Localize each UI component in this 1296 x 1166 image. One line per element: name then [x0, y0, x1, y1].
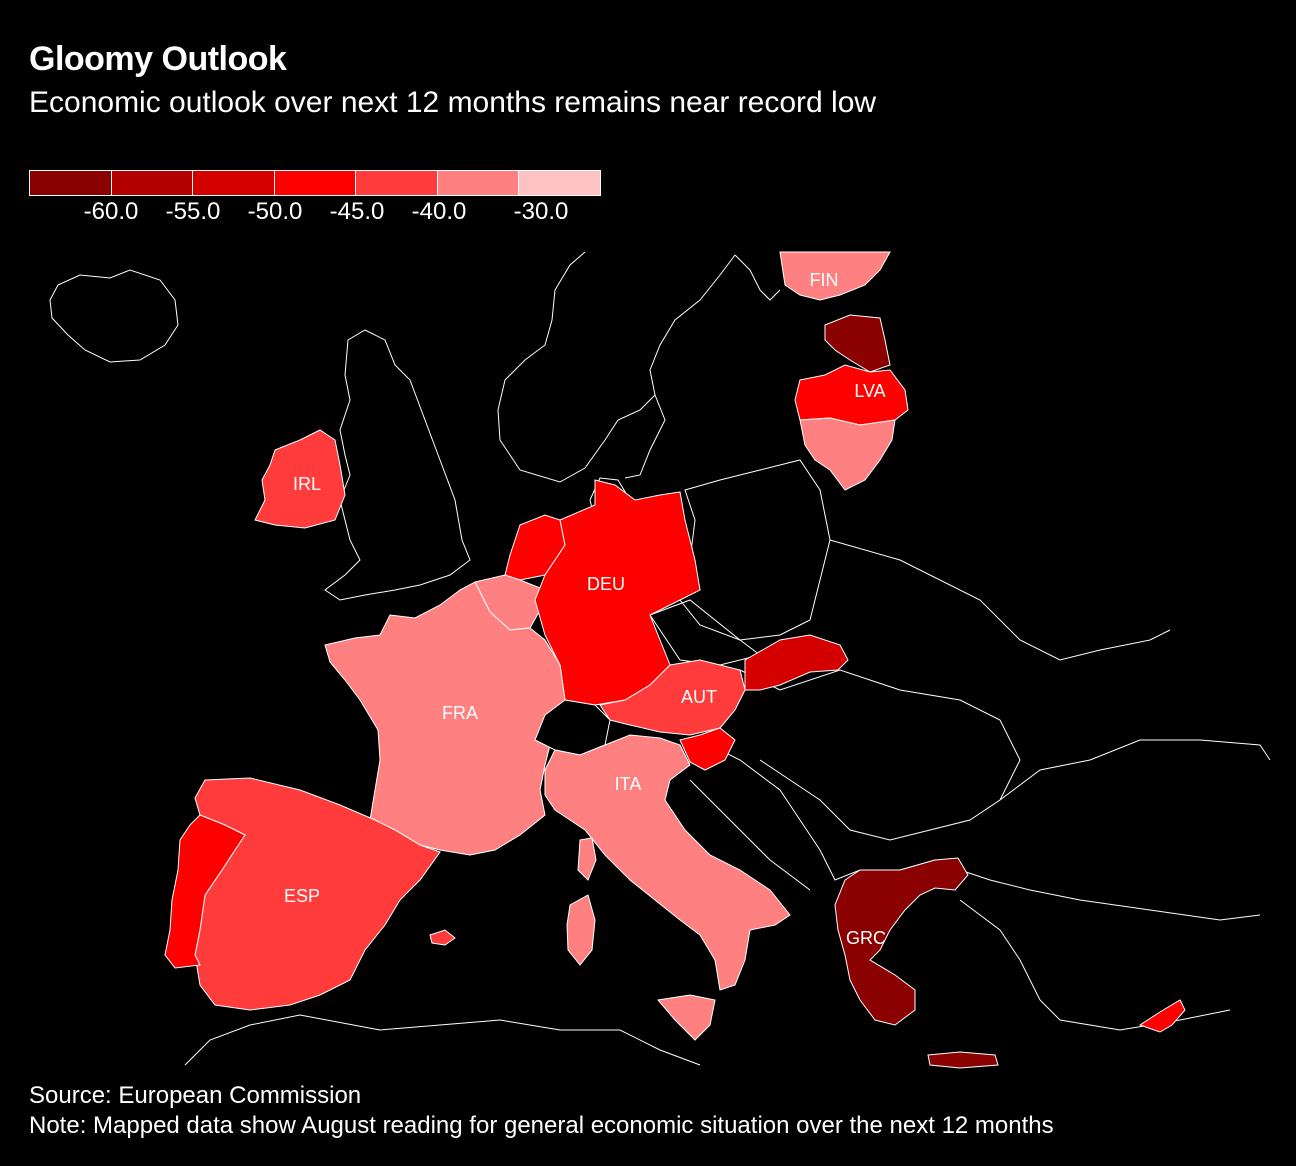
- legend-swatch: [437, 171, 520, 195]
- turkey-outline: [959, 869, 1261, 1031]
- europe-map: FIN LVA IRL DEU FRA AUT ITA ESP GRC: [49, 251, 1271, 1069]
- poland-outline: [679, 459, 831, 641]
- legend-tick-label: -45.0: [329, 198, 385, 225]
- country-est[interactable]: [824, 314, 891, 373]
- country-fra[interactable]: [324, 581, 566, 856]
- country-deu[interactable]: [534, 479, 701, 706]
- country-esp-baleares[interactable]: [429, 929, 456, 946]
- africa-coast-outline: [184, 1014, 701, 1066]
- country-label-irl: IRL: [293, 474, 321, 494]
- country-ltu[interactable]: [799, 417, 896, 491]
- sweden-east-coast: [624, 394, 666, 479]
- country-lva[interactable]: [794, 364, 909, 426]
- chart-subtitle: Economic outlook over next 12 months rem…: [29, 86, 877, 119]
- great-britain-outline: [324, 329, 471, 601]
- scandinavia-outline: [497, 251, 736, 483]
- country-ita[interactable]: [544, 734, 791, 991]
- country-irl[interactable]: [254, 429, 346, 529]
- country-label-ita: ITA: [615, 774, 642, 794]
- country-label-fin: FIN: [810, 270, 839, 290]
- country-fin[interactable]: [779, 251, 891, 301]
- legend-tick-label: -50.0: [247, 198, 303, 225]
- legend-tick-label: -30.0: [513, 198, 569, 225]
- legend-swatch: [193, 171, 275, 195]
- legend-tick-label: -55.0: [165, 198, 221, 225]
- country-label-grc: GRC: [846, 928, 886, 948]
- country-svk[interactable]: [744, 634, 849, 691]
- data-countries: [164, 251, 1186, 1069]
- legend-swatch: [274, 171, 357, 195]
- legend-tick-label: -60.0: [83, 198, 139, 225]
- croatia-coast-outline: [689, 779, 811, 891]
- country-svn[interactable]: [679, 727, 736, 771]
- country-label-lva: LVA: [854, 381, 885, 401]
- country-grc-crete[interactable]: [927, 1051, 999, 1069]
- iceland-outline: [49, 269, 179, 363]
- legend-swatch: [356, 171, 438, 195]
- legend-tick-label: -40.0: [411, 198, 467, 225]
- country-ita-sicily[interactable]: [657, 994, 716, 1041]
- legend-swatch: [30, 171, 112, 195]
- hungary-romania-outline: [739, 669, 1021, 841]
- country-fra-corsica[interactable]: [577, 837, 597, 881]
- legend-swatch: [519, 171, 601, 195]
- ukraine-outline: [829, 539, 1171, 661]
- color-legend: -60.0 -55.0 -50.0 -45.0 -40.0 -30.0: [29, 170, 629, 226]
- country-labels: FIN LVA IRL DEU FRA AUT ITA ESP GRC: [284, 270, 886, 948]
- legend-swatch: [111, 171, 194, 195]
- source-note: Source: European Commission: [29, 1082, 362, 1109]
- legend-labels: -60.0 -55.0 -50.0 -45.0 -40.0 -30.0: [29, 196, 629, 226]
- country-label-esp: ESP: [284, 886, 320, 906]
- footnote: Note: Mapped data show August reading fo…: [29, 1112, 1054, 1139]
- black-sea-outline: [999, 739, 1271, 801]
- country-prt[interactable]: [164, 814, 246, 969]
- legend-bar: [29, 170, 601, 196]
- country-label-aut: AUT: [681, 687, 717, 707]
- country-grc[interactable]: [834, 857, 969, 1026]
- country-ita-sardinia[interactable]: [566, 894, 596, 966]
- finland-west-coast: [734, 254, 781, 301]
- country-label-fra: FRA: [442, 703, 478, 723]
- country-cyp[interactable]: [1138, 999, 1186, 1033]
- country-label-deu: DEU: [587, 574, 625, 594]
- chart-title: Gloomy Outlook: [29, 40, 287, 78]
